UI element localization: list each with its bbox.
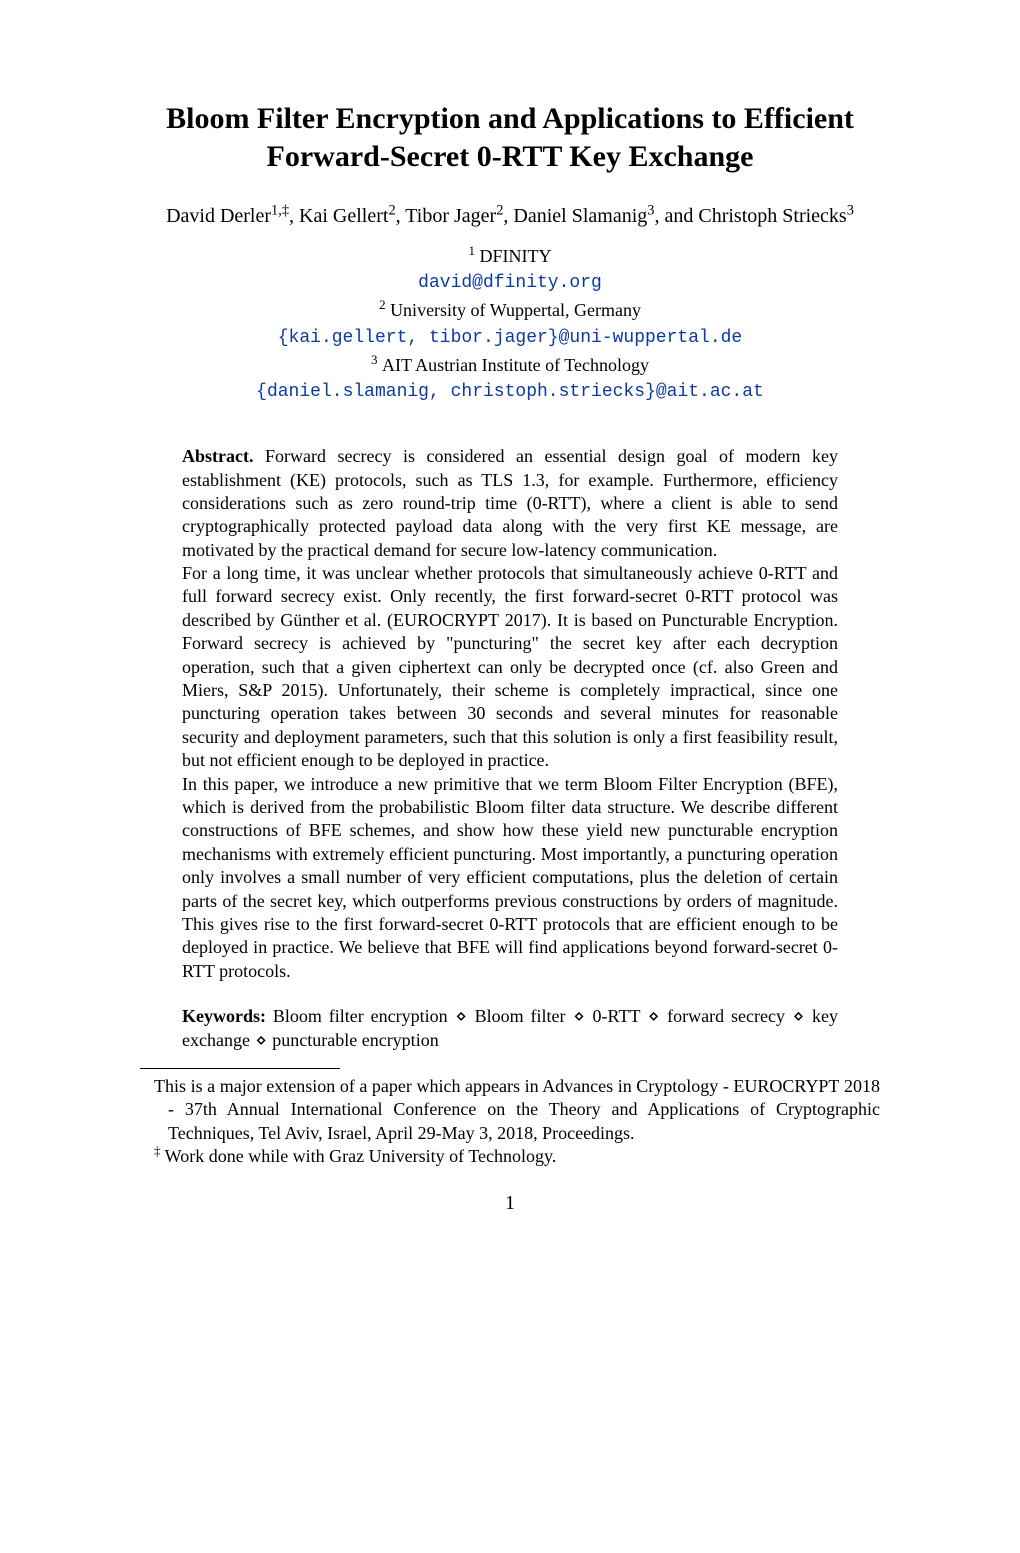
footnote-1-a: This is a major extension of a paper whi…	[154, 1076, 744, 1096]
author-5: Christoph Striecks3	[698, 205, 854, 227]
diamond-icon: ⋄	[792, 1006, 805, 1026]
diamond-icon: ⋄	[647, 1006, 660, 1026]
abstract: Abstract. Forward secrecy is considered …	[182, 445, 838, 983]
keyword-4: forward secrecy	[667, 1006, 785, 1026]
abstract-p2-sc: UROCRYPT	[404, 610, 499, 630]
affil-2-email[interactable]: {kai.gellert, tibor.jager}@uni-wuppertal…	[278, 328, 742, 348]
diamond-icon: ⋄	[572, 1006, 585, 1026]
keyword-3: 0-RTT	[593, 1006, 641, 1026]
abstract-p3: In this paper, we introduce a new primit…	[182, 773, 838, 984]
footnotes: This is a major extension of a paper whi…	[140, 1075, 880, 1169]
abstract-heading: Abstract.	[182, 446, 253, 466]
keywords: Keywords: Bloom filter encryption ⋄ Bloo…	[182, 1005, 838, 1052]
affil-2-text: University of Wuppertal, Germany	[390, 300, 641, 320]
author-4-sup: 3	[647, 202, 654, 218]
author-4: Daniel Slamanig3	[513, 205, 654, 227]
abstract-p1: Abstract. Forward secrecy is considered …	[182, 445, 838, 562]
author-1-sup: 1,‡	[271, 202, 289, 218]
footnote-1-sc: UROCRYPT	[744, 1076, 839, 1096]
affil-3-num: 3	[371, 352, 378, 367]
affil-1-text: DFINITY	[480, 246, 552, 266]
author-1: David Derler1,‡	[166, 205, 289, 227]
abstract-p2: For a long time, it was unclear whether …	[182, 562, 838, 773]
paper-title: Bloom Filter Encryption and Applications…	[140, 100, 880, 175]
author-2: Kai Gellert2	[299, 205, 396, 227]
abstract-p1-text: Forward secrecy is considered an essenti…	[182, 446, 838, 560]
diamond-icon: ⋄	[254, 1030, 267, 1050]
author-1-name: David Derler	[166, 205, 271, 227]
keywords-heading: Keywords:	[182, 1006, 266, 1026]
page-number: 1	[140, 1192, 880, 1215]
author-5-name: Christoph Striecks	[698, 205, 846, 227]
author-3-name: Tibor Jager	[405, 205, 496, 227]
keyword-2: Bloom filter	[475, 1006, 566, 1026]
footnote-1: This is a major extension of a paper whi…	[140, 1075, 880, 1145]
keyword-6: puncturable encryption	[272, 1030, 438, 1050]
abstract-p2-b: 2017). It is based on Puncturable Encryp…	[182, 610, 838, 770]
author-2-sup: 2	[388, 202, 395, 218]
author-4-name: Daniel Slamanig	[513, 205, 647, 227]
affil-3-email[interactable]: {daniel.slamanig, christoph.striecks}@ai…	[256, 382, 764, 402]
author-2-name: Kai Gellert	[299, 205, 388, 227]
affil-1-email[interactable]: david@dfinity.org	[418, 273, 602, 293]
footnote-rule	[140, 1068, 340, 1069]
affiliations: 1 DFINITY david@dfinity.org 2 University…	[140, 242, 880, 405]
footnote-2-text: Work done while with Graz University of …	[160, 1146, 556, 1166]
author-3: Tibor Jager2	[405, 205, 503, 227]
author-line: David Derler1,‡, Kai Gellert2, Tibor Jag…	[140, 203, 880, 230]
keyword-1: Bloom filter encryption	[273, 1006, 448, 1026]
author-3-sup: 2	[496, 202, 503, 218]
affil-1-num: 1	[469, 243, 476, 258]
author-5-sup: 3	[847, 202, 854, 218]
affil-3-text: AIT Austrian Institute of Technology	[382, 355, 649, 375]
diamond-icon: ⋄	[454, 1006, 467, 1026]
affil-2-num: 2	[379, 297, 386, 312]
page: Bloom Filter Encryption and Applications…	[0, 0, 1020, 1255]
footnote-2: ‡ Work done while with Graz University o…	[140, 1145, 880, 1168]
